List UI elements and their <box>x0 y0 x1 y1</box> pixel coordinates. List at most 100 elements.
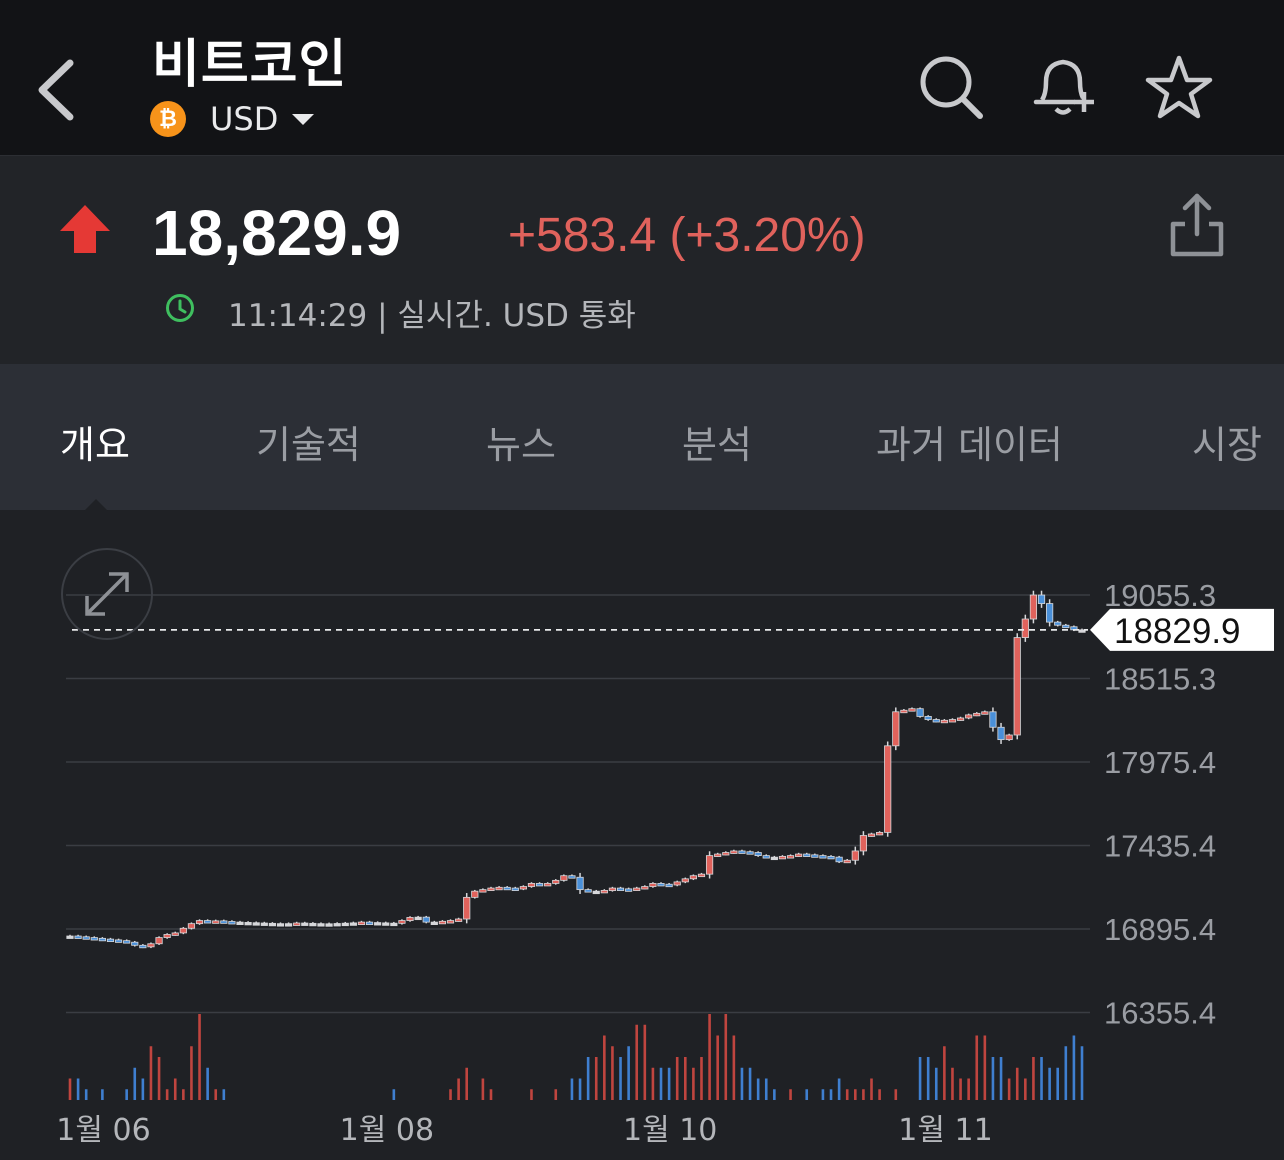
candle-body <box>965 714 973 719</box>
share-icon[interactable] <box>1165 190 1229 260</box>
volume-bar <box>692 1067 695 1100</box>
volume-bar <box>732 1035 736 1100</box>
volume-bar <box>627 1046 630 1100</box>
search-icon[interactable] <box>916 52 986 122</box>
volume-bar <box>773 1089 776 1100</box>
candle-body <box>74 935 82 939</box>
volume-bar <box>683 1057 687 1100</box>
candle-body <box>1054 621 1062 626</box>
candle-body <box>131 941 139 946</box>
tab-historical-data[interactable]: 과거 데이터 <box>876 423 1063 467</box>
candle-body <box>730 850 738 854</box>
volume-bar <box>943 1046 946 1100</box>
price-chart[interactable]: 19055.3 18515.3 17975.4 17435.4 16895.4 16355… <box>0 510 1284 1160</box>
candle-body <box>633 887 641 891</box>
candle-body <box>430 921 438 926</box>
volume-bar <box>805 1089 809 1100</box>
volume-bar <box>1056 1067 1060 1100</box>
volume-bar <box>84 1089 88 1100</box>
candle-body <box>948 719 957 723</box>
currency-selector[interactable]: ₿ USD <box>150 100 315 138</box>
candle-body <box>552 879 560 884</box>
candle-body <box>738 850 746 854</box>
y-tick-label: 16895.4 <box>1104 912 1216 947</box>
volume-bar <box>1040 1057 1043 1100</box>
candle-body <box>867 833 876 837</box>
candle-body <box>786 855 795 859</box>
volume-bar <box>975 1035 979 1100</box>
candle-body <box>908 708 916 712</box>
volume-bar <box>708 1014 711 1100</box>
star-favorite-icon[interactable] <box>1144 52 1214 122</box>
candle-body <box>179 927 187 934</box>
page-title: 비트코인 <box>152 35 348 95</box>
candle-body <box>527 883 536 887</box>
volume-bar <box>190 1046 193 1100</box>
candle-body <box>260 922 268 926</box>
volume-bar <box>182 1089 185 1100</box>
candle-body <box>544 883 552 887</box>
tab-market[interactable]: 시장 <box>1192 423 1262 467</box>
candle-body <box>616 887 625 891</box>
y-tick-label: 18515.3 <box>1104 662 1216 697</box>
volume-bar <box>157 1057 161 1100</box>
add-alert-bell-icon[interactable] <box>1028 52 1098 122</box>
candle-body <box>592 890 600 895</box>
volume-bar <box>554 1089 558 1100</box>
candle-body <box>414 916 422 921</box>
candle-body <box>576 876 584 891</box>
y-tick-label: 16355.4 <box>1104 996 1216 1031</box>
volume-bar <box>951 1067 954 1100</box>
candle-body <box>859 835 868 852</box>
expand-chart-button[interactable] <box>61 548 153 640</box>
volume-bar <box>724 1014 728 1100</box>
candle-body <box>973 712 981 717</box>
candle-body <box>365 921 374 926</box>
volume-bar <box>214 1089 218 1100</box>
y-tick-label: 17435.4 <box>1104 829 1216 864</box>
tab-analysis[interactable]: 분석 <box>682 423 752 467</box>
candle-body <box>333 923 341 927</box>
candle-body <box>90 937 98 941</box>
volume-bar <box>870 1078 873 1100</box>
volume-bar <box>659 1067 663 1100</box>
tab-overview[interactable]: 개요 <box>60 423 130 467</box>
app-header: 비트코인 ₿ USD <box>0 0 1284 156</box>
candle-body <box>1037 594 1046 604</box>
volume-bar <box>983 1035 987 1100</box>
candle-body <box>811 854 819 858</box>
volume-bar <box>133 1067 137 1100</box>
volume-bar <box>465 1067 469 1100</box>
candle-body <box>519 886 527 890</box>
volume-bar <box>675 1057 679 1100</box>
candle-body <box>123 940 131 944</box>
candle-body <box>195 920 204 925</box>
candle-body <box>608 887 617 891</box>
candle-body <box>495 886 503 891</box>
candle-body <box>390 922 398 927</box>
candle-body <box>843 859 851 864</box>
candle-body <box>940 719 948 724</box>
volume-bar <box>586 1057 590 1100</box>
candle-body <box>244 922 252 926</box>
volume-bar <box>862 1089 865 1100</box>
back-arrow-icon[interactable] <box>30 55 90 125</box>
volume-bar <box>934 1067 938 1100</box>
volume-bar <box>748 1067 752 1100</box>
tab-news[interactable]: 뉴스 <box>486 423 556 467</box>
candle-body <box>641 886 649 890</box>
candle-body <box>649 883 657 887</box>
candle-body <box>705 855 714 875</box>
quote-panel <box>0 156 1284 364</box>
volume-bar <box>878 1089 881 1100</box>
volume-bar <box>756 1078 760 1100</box>
candle-body <box>139 944 147 949</box>
candle-body <box>900 709 908 714</box>
volume-bar <box>619 1057 622 1100</box>
volume-bar <box>530 1089 533 1100</box>
candle-body <box>989 711 997 728</box>
tab-technical[interactable]: 기술적 <box>256 423 361 467</box>
candle-body <box>722 852 730 856</box>
current-price: 18,829.9 <box>152 197 402 269</box>
candle-body <box>503 886 511 891</box>
